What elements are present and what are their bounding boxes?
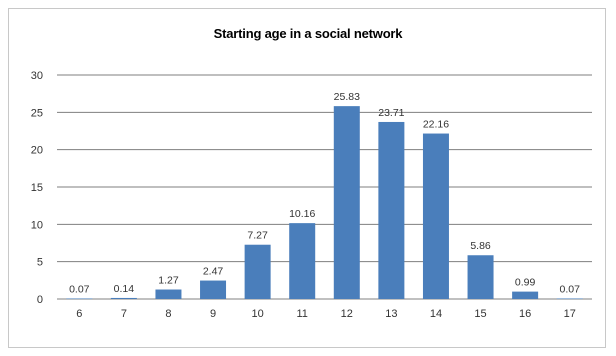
bar-14 (422, 133, 449, 299)
bar-16 (512, 291, 539, 299)
x-tick-label-7: 7 (121, 308, 127, 320)
bar-17 (556, 298, 583, 300)
y-tick-label: 15 (31, 182, 43, 194)
data-label-12: 25.83 (334, 91, 360, 103)
data-label-9: 2.47 (203, 266, 224, 278)
y-tick-label: 5 (37, 257, 43, 269)
bars (66, 106, 583, 300)
bar-12 (333, 106, 360, 299)
x-tick-label-13: 13 (385, 308, 397, 320)
data-label-15: 5.86 (470, 240, 491, 252)
x-tick-label-8: 8 (165, 308, 171, 320)
bar-10 (244, 244, 271, 299)
data-label-14: 22.16 (423, 119, 449, 131)
x-tick-label-11: 11 (296, 308, 307, 320)
x-tick-label-15: 15 (474, 308, 486, 320)
y-tick-label: 30 (31, 70, 43, 82)
data-label-7: 0.14 (114, 283, 135, 295)
gridlines (57, 74, 592, 300)
bar-13 (378, 121, 405, 299)
bar-15 (467, 255, 494, 299)
data-label-16: 0.99 (515, 277, 536, 289)
bar-11 (289, 223, 316, 299)
data-label-8: 1.27 (158, 275, 179, 287)
data-label-13: 23.71 (378, 107, 404, 119)
data-label-11: 10.16 (289, 208, 315, 220)
data-label-6: 0.07 (69, 283, 90, 295)
y-tick-label: 0 (37, 294, 43, 306)
bar-6 (66, 298, 93, 300)
data-labels: 0.07 0.14 1.27 2.47 7.27 10.16 25.83 23.71 22.16… (69, 91, 580, 295)
x-tick-label-16: 16 (519, 308, 531, 320)
y-tick-label: 20 (31, 145, 43, 157)
x-tick-label-17: 17 (564, 308, 576, 320)
y-tick-label: 25 (31, 107, 43, 119)
x-tick-label-14: 14 (430, 308, 442, 320)
data-label-10: 7.27 (247, 230, 268, 242)
x-tick-label-6: 6 (76, 308, 82, 320)
y-tick-label: 10 (31, 219, 43, 231)
x-tick-label-10: 10 (252, 308, 264, 320)
data-label-17: 0.07 (559, 283, 580, 295)
bar-9 (200, 280, 227, 299)
y-tick-labels: 0 5 10 15 20 25 30 (31, 70, 43, 306)
x-tick-label-12: 12 (341, 308, 353, 320)
x-tick-label-9: 9 (210, 308, 216, 320)
bar-7 (110, 297, 137, 299)
chart-title: Starting age in a social network (213, 26, 403, 41)
bar-8 (155, 289, 182, 299)
x-tick-labels: 6 7 8 9 10 11 12 13 14 15 16 17 (76, 308, 576, 320)
